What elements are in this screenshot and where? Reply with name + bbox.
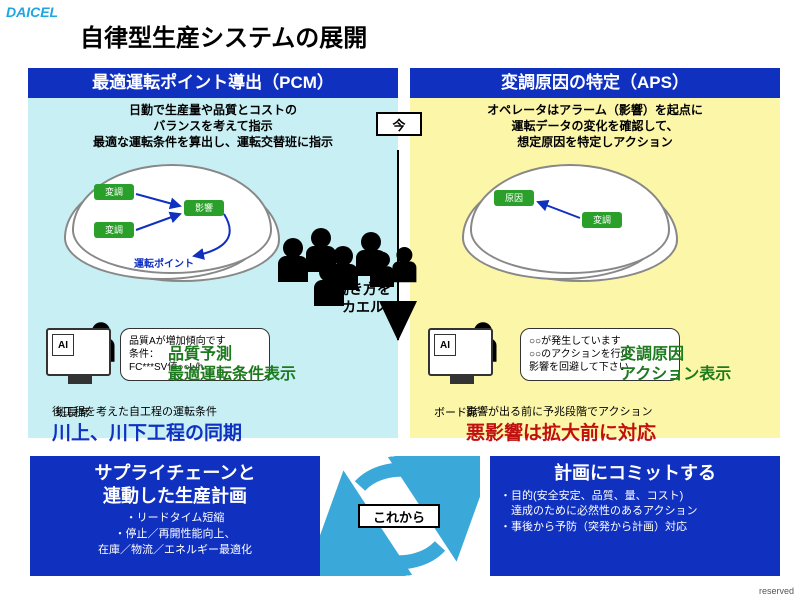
- right-header: 変調原因の特定（APS）: [410, 68, 780, 98]
- right-thought-cloud: 原因 変調: [470, 164, 670, 274]
- workstation-left: AI: [46, 328, 116, 408]
- br-i0: ・目的(安全安定、品質、量、コスト): [500, 489, 770, 505]
- bottom-left-box: サプライチェーンと 連動した生産計画 ・リードタイム短縮 ・停止／再開性能向上、…: [30, 456, 320, 576]
- footer: reserved: [759, 586, 794, 596]
- br-i2: ・事後から予防（突発から計画）対応: [500, 520, 770, 536]
- ai-badge: AI: [52, 334, 74, 356]
- workstation-right: AI: [428, 328, 498, 408]
- bigline-left: 川上、川下工程の同期: [52, 418, 242, 445]
- right-sub: オペレータはアラーム（影響）を起点に 運転データの変化を確認して、 想定原因を特…: [410, 98, 780, 155]
- subline-right: 影響が出る前に予兆段階でアクション: [466, 403, 652, 419]
- feature-r2: アクション表示: [620, 360, 731, 384]
- ai-badge-r: AI: [434, 334, 456, 356]
- cloud-arrows-r: [472, 166, 668, 272]
- left-header: 最適運転ポイント導出（PCM）: [28, 68, 398, 98]
- bl-i0: ・リードタイム短縮: [40, 511, 310, 527]
- subline-left: 後工程を考えた自工程の運転条件: [52, 403, 217, 419]
- cloud-note: 運転ポイント: [134, 255, 194, 270]
- tag-future: これから: [358, 504, 440, 528]
- left-thought-cloud: 変調 影響 変調 運転ポイント: [72, 164, 272, 274]
- right-column: 変調原因の特定（APS） オペレータはアラーム（影響）を起点に 運転データの変化…: [410, 68, 780, 438]
- mid-2: カエル: [332, 298, 394, 316]
- left-sub-2: バランスを考えて指示: [34, 118, 392, 134]
- right-sub-1: オペレータはアラーム（影響）を起点に: [416, 102, 774, 118]
- mid-1: 働き方を: [332, 280, 394, 298]
- bottom-right-box: 計画にコミットする ・目的(安全安定、品質、量、コスト) 達成のために必然性のあ…: [490, 456, 780, 576]
- mid-label: 働き方を カエル: [332, 280, 394, 316]
- bl-t1: サプライチェーンと: [40, 462, 310, 485]
- page-title: 自律型生産システムの展開: [80, 18, 367, 53]
- br-title: 計画にコミットする: [500, 462, 770, 485]
- bigline-right: 悪影響は拡大前に対応: [466, 418, 656, 445]
- bl-items: ・リードタイム短縮 ・停止／再開性能向上、 在庫／物流／エネルギー最適化: [40, 511, 310, 559]
- bl-t2: 連動した生産計画: [40, 485, 310, 508]
- bl-title: サプライチェーンと 連動した生産計画: [40, 462, 310, 507]
- arrow-down: [397, 150, 399, 340]
- bl-i1: ・停止／再開性能向上、: [40, 527, 310, 543]
- left-sub-3: 最適な運転条件を算出し、運転交替班に指示: [34, 134, 392, 150]
- bl-i2: 在庫／物流／エネルギー最適化: [40, 543, 310, 559]
- logo: DAICEL: [6, 4, 58, 20]
- left-sub: 日勤で生産量や品質とコストの バランスを考えて指示 最適な運転条件を算出し、運転…: [28, 98, 398, 155]
- left-column: 最適運転ポイント導出（PCM） 日勤で生産量や品質とコストの バランスを考えて指…: [28, 68, 398, 438]
- tag-now: 今: [376, 112, 422, 136]
- left-sub-1: 日勤で生産量や品質とコストの: [34, 102, 392, 118]
- right-sub-2: 運転データの変化を確認して、: [416, 118, 774, 134]
- br-i1: 達成のために必然性のあるアクション: [500, 504, 770, 520]
- feature-l2: 最適運転条件表示: [168, 360, 296, 384]
- br-items: ・目的(安全安定、品質、量、コスト) 達成のために必然性のあるアクション ・事後…: [500, 489, 770, 537]
- right-sub-3: 想定原因を特定しアクション: [416, 134, 774, 150]
